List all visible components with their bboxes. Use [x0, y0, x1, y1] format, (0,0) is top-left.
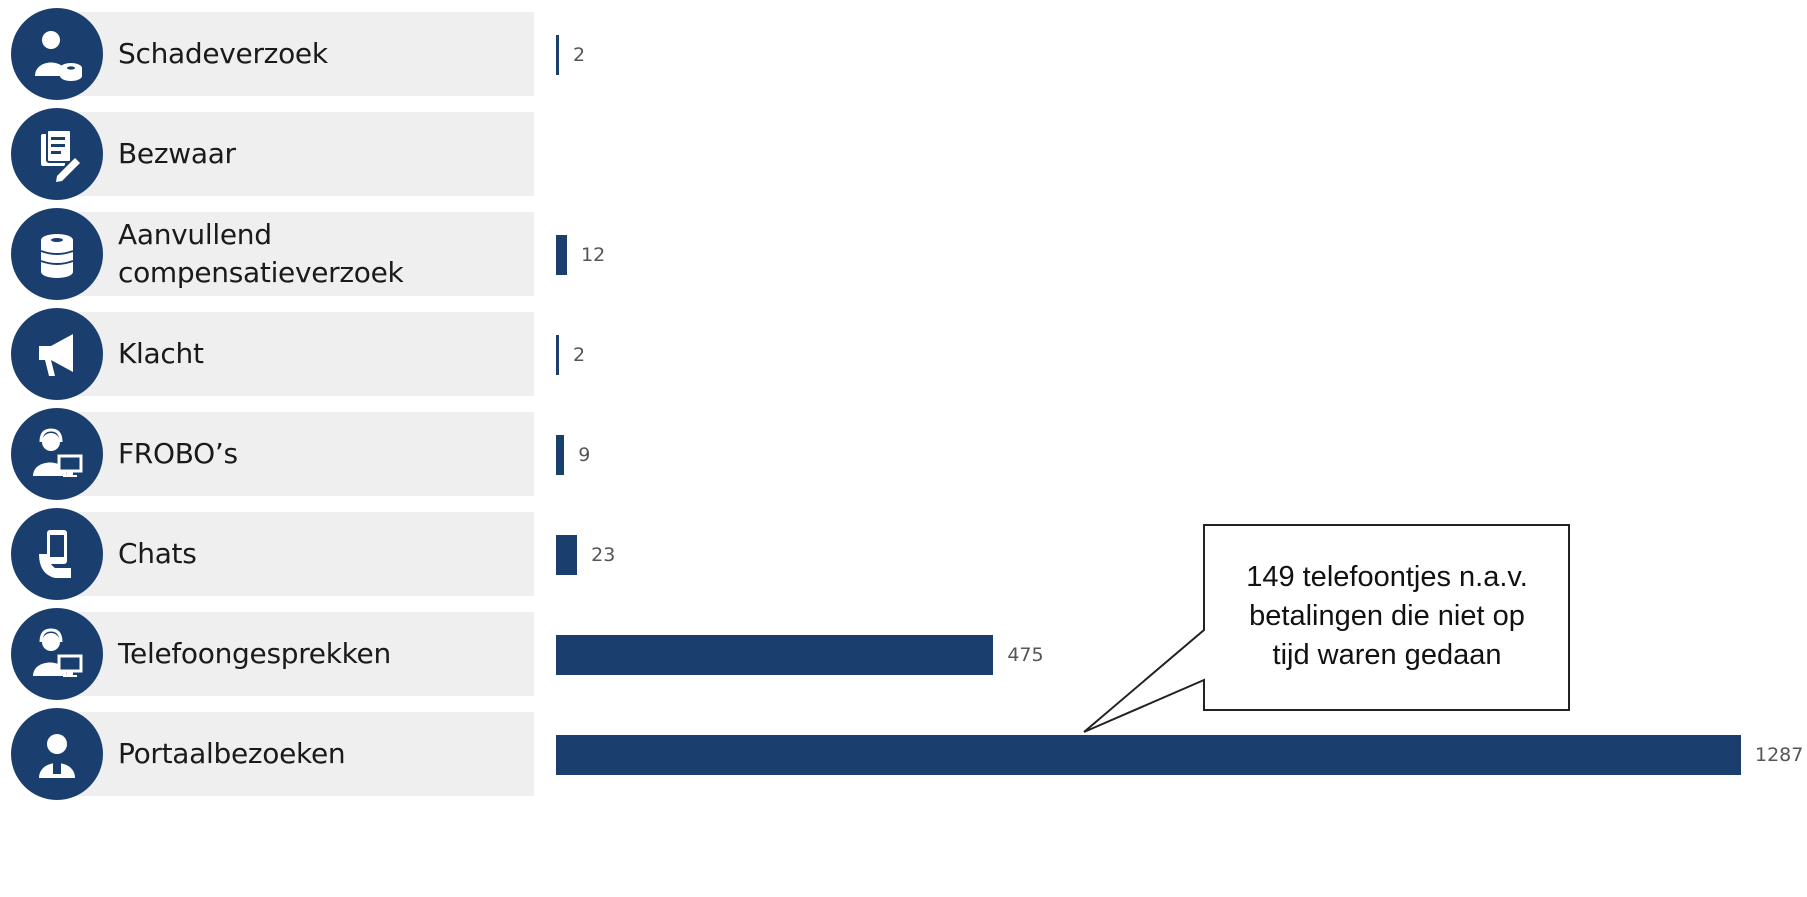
hand-phone-icon: [11, 508, 103, 600]
category-label-box: [68, 712, 534, 796]
bar-value-label: 1287: [1755, 744, 1804, 766]
callout-bubble: [1083, 524, 1570, 733]
agent-computer-icon: [11, 408, 103, 500]
category-label-box: [68, 512, 534, 596]
bar-value-label: 2: [573, 344, 586, 366]
category-label-line: Aanvullend: [118, 218, 272, 251]
portal-user-icon: [11, 708, 103, 800]
category-label-line: FROBO’s: [118, 437, 238, 470]
annotation-text: 149 telefoontjes n.a.v. betalingen die n…: [1202, 558, 1572, 675]
bar-row-klacht: Klacht 2: [0, 304, 1807, 404]
category-label-box: [68, 12, 534, 96]
bar-value-label: 475: [1007, 644, 1044, 666]
bar-row-aanvullend-compensatieverzoek: Aanvullend compensatieverzoek 12: [0, 204, 1807, 304]
category-label-box: [68, 612, 534, 696]
category-label-line: Portaalbezoeken: [118, 737, 346, 770]
bar-chats: [556, 535, 578, 575]
bar-aanvullend-compensatieverzoek: [556, 235, 568, 275]
category-label-line: Klacht: [118, 337, 204, 370]
category-label-line: Bezwaar: [118, 137, 236, 170]
bar-portaalbezoeken: [556, 735, 1741, 775]
document-pen-icon: [11, 108, 103, 200]
annotation-line: tijd waren gedaan: [1272, 639, 1502, 671]
category-label-box: [68, 412, 534, 496]
category-label-box: [68, 312, 534, 396]
bar-row-frobo-s: FROBO’s 9: [0, 404, 1807, 504]
bar-telefoongesprekken: [556, 635, 994, 675]
annotation-callout: 149 telefoontjes n.a.v. betalingen die n…: [1083, 520, 1574, 733]
bar-value-label: 12: [581, 244, 606, 266]
category-label: Bezwaar: [118, 104, 538, 204]
bar-row-bezwaar: Bezwaar: [0, 104, 1807, 204]
category-label: Portaalbezoeken: [118, 704, 538, 804]
bar-row-portaalbezoeken: Portaalbezoeken 1287: [0, 704, 1807, 804]
category-label: Aanvullend compensatieverzoek: [118, 204, 538, 304]
category-label: Schadeverzoek: [118, 4, 538, 104]
bar-value-label: 23: [591, 544, 616, 566]
bar-row-schadeverzoek: Schadeverzoek 2: [0, 4, 1807, 104]
person-coins-icon: [11, 8, 103, 100]
category-label-line: compensatieverzoek: [118, 256, 404, 289]
annotation-line: betalingen die niet op: [1249, 600, 1525, 632]
bar-row-chats: Chats 23: [0, 504, 1807, 604]
coin-stack-icon: [11, 208, 103, 300]
bar-row-telefoongesprekken: Telefoongesprekken 475: [0, 604, 1807, 704]
bar-value-label: 2: [573, 44, 586, 66]
bar-frobo-s: [556, 435, 565, 475]
category-label-line: Schadeverzoek: [118, 37, 328, 70]
bar-schadeverzoek: [556, 35, 559, 75]
annotation-line: 149 telefoontjes n.a.v.: [1246, 561, 1528, 593]
agent-computer-icon: [11, 608, 103, 700]
bar-klacht: [556, 335, 559, 375]
category-label-line: Telefoongesprekken: [118, 637, 391, 670]
category-label: Telefoongesprekken: [118, 604, 538, 704]
category-label: FROBO’s: [118, 404, 538, 504]
bar-value-label: 9: [578, 444, 591, 466]
category-label: Chats: [118, 504, 538, 604]
category-label: Klacht: [118, 304, 538, 404]
megaphone-icon: [11, 308, 103, 400]
category-label-box: [68, 112, 534, 196]
category-label-box: [68, 212, 534, 296]
category-label-line: Chats: [118, 537, 197, 570]
